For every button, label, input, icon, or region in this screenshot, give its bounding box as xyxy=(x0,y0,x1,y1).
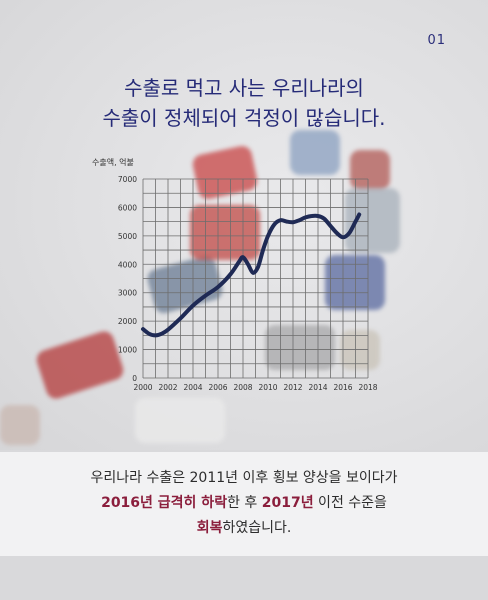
chart-grid xyxy=(142,178,369,379)
x-tick-label: 2008 xyxy=(233,383,252,392)
summary-line-2: 2016년 급격히 하락한 후 2017년 이전 수준을 xyxy=(0,491,488,516)
x-tick-label: 2012 xyxy=(283,383,302,392)
page-title-line-2: 수출이 정체되어 걱정이 많습니다. xyxy=(102,106,386,130)
chart-series xyxy=(141,212,362,338)
y-tick-label: 4000 xyxy=(118,260,137,269)
footer-band xyxy=(0,556,488,600)
summary-highlight-recovery: 회복 xyxy=(196,520,223,536)
toy-car-image xyxy=(265,325,335,370)
toy-car-image xyxy=(290,130,340,175)
x-tick-label: 2016 xyxy=(333,383,352,392)
y-tick-label: 6000 xyxy=(118,203,137,212)
x-tick-label: 2018 xyxy=(358,383,377,392)
summary-line-3: 회복하였습니다. xyxy=(0,516,488,541)
summary-text: 한 후 xyxy=(227,495,262,511)
toy-car-image xyxy=(135,398,225,443)
series-line xyxy=(141,212,362,338)
toy-car-image xyxy=(350,150,390,190)
summary-text: 하였습니다. xyxy=(222,520,292,536)
y-tick-label: 5000 xyxy=(118,232,137,241)
x-tick-label: 2006 xyxy=(208,383,227,392)
background-photo-toy-cars xyxy=(0,0,488,450)
toy-car-image xyxy=(190,205,260,260)
summary-line-1: 우리나라 수출은 2011년 이후 횡보 양상을 보이다가 xyxy=(90,470,398,486)
y-tick-label: 1000 xyxy=(118,346,137,355)
summary-box: 우리나라 수출은 2011년 이후 횡보 양상을 보이다가 2016년 급격히 … xyxy=(0,452,488,556)
y-axis-label: 수출액, 억불 xyxy=(92,157,134,167)
x-tick-label: 2002 xyxy=(158,383,177,392)
x-tick-label: 2010 xyxy=(258,383,277,392)
y-tick-label: 2000 xyxy=(118,317,137,326)
export-line-chart: 수출액, 억불 2000 2002 2004 2006 2008 2010 2012 2014… xyxy=(92,157,378,392)
toy-car-image xyxy=(0,405,40,445)
summary-text: 이전 수준을 xyxy=(313,495,387,511)
summary-highlight-decline: 2016년 급격히 하락 xyxy=(101,495,228,511)
chart-ticks: 2000 2002 2004 2006 2008 2010 2012 2014 2016 2018… xyxy=(118,175,378,392)
x-tick-label: 2000 xyxy=(133,383,152,392)
x-tick-label: 2014 xyxy=(308,383,327,392)
y-tick-label: 7000 xyxy=(118,175,137,184)
page-number: 01 xyxy=(427,33,446,48)
y-tick-label: 0 xyxy=(132,374,137,383)
x-tick-label: 2004 xyxy=(183,383,202,392)
toy-car-image xyxy=(340,330,380,370)
page-title-line-1: 수출로 먹고 사는 우리나라의 xyxy=(124,76,364,100)
summary-highlight-year: 2017년 xyxy=(261,495,314,511)
y-tick-label: 3000 xyxy=(118,289,137,298)
